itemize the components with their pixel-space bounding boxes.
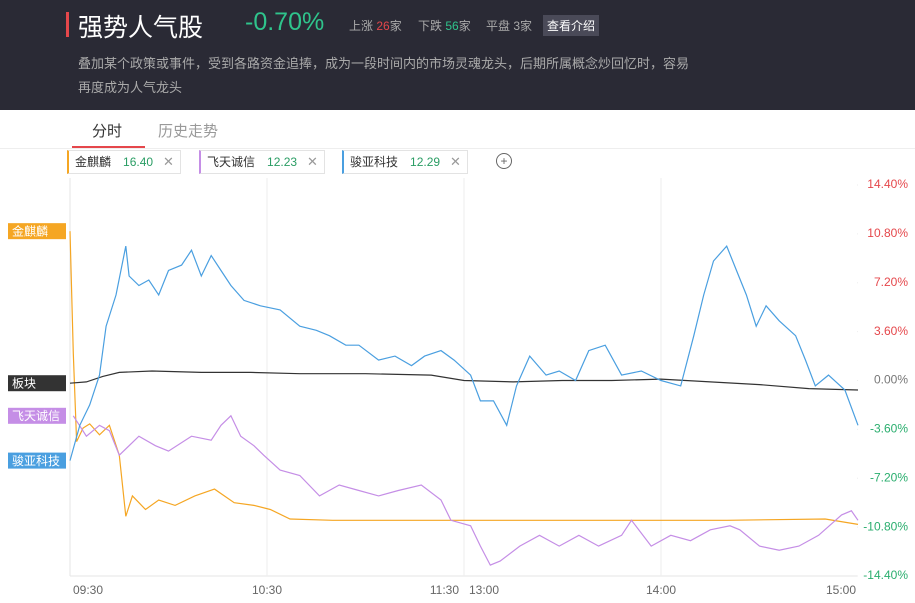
chip-name: 金麒麟 [75, 155, 112, 169]
stat-count: 26 [376, 19, 390, 33]
series-label-text: 板块 [12, 376, 36, 390]
series-label-text: 飞天诚信 [12, 409, 60, 423]
stat-label: 下跌 [418, 19, 443, 33]
legend-chip[interactable]: 飞天诚信 12.23 ✕ [199, 150, 325, 174]
tab-underline [72, 146, 145, 148]
stat-unit: 家 [458, 19, 471, 33]
close-icon[interactable]: ✕ [450, 154, 461, 169]
tab[interactable]: 历史走势 [158, 123, 219, 140]
series-label-box [8, 452, 66, 469]
header: 强势人气股 -0.70% 上涨 26家 下跌 56家 平盘 3家 查看介绍 叠加… [0, 0, 915, 110]
series-label: 飞天诚信 [8, 407, 66, 424]
series-line [72, 414, 859, 566]
series-line [69, 370, 859, 391]
y-tick-label: 3.60% [874, 324, 908, 338]
stat: 平盘 3家 [486, 17, 532, 34]
intro-button[interactable]: 查看介绍 [543, 15, 600, 36]
x-tick-label: 15:00 [826, 583, 856, 597]
chip-price: 12.29 [410, 155, 441, 169]
stat-label: 平盘 [486, 19, 511, 33]
close-icon[interactable]: ✕ [163, 154, 174, 169]
title: 强势人气股 [78, 14, 204, 42]
x-tick-label: 11:30 [430, 583, 459, 597]
y-tick-label: -7.20% [870, 470, 908, 484]
description: 叠加某个政策或事件，受到各路资金追捧，成为一段时间内的市场灵魂龙头，后期所属概念… [78, 56, 690, 95]
series-label: 板块 [8, 375, 66, 392]
change: -0.70% [245, 8, 325, 36]
stat-count: 56 [445, 19, 459, 33]
stat-unit: 家 [520, 19, 533, 33]
y-tick-label: 10.80% [867, 226, 908, 240]
add-button[interactable]: + [496, 153, 512, 169]
series-label-box [8, 223, 66, 240]
chip-price: 12.23 [267, 155, 298, 169]
x-tick-label: 14:00 [646, 583, 676, 597]
y-tick-label: -3.60% [870, 422, 908, 436]
legend-chip[interactable]: 金麒麟 16.40 ✕ [67, 150, 181, 174]
y-tick-label: 7.20% [874, 275, 908, 289]
y-tick-label: -10.80% [863, 519, 908, 533]
legend-chip[interactable]: 骏亚科技 12.29 ✕ [342, 150, 468, 174]
series-label-box [8, 407, 66, 424]
stat: 下跌 56家 [418, 17, 471, 34]
stat-label: 上涨 [349, 19, 374, 33]
series-line [69, 244, 859, 461]
y-tick-label: 0.00% [874, 373, 908, 387]
accent-bar [66, 12, 69, 37]
x-tick-label: 13:00 [469, 583, 499, 597]
series-label-text: 金麒麟 [12, 223, 48, 238]
chip-price: 16.40 [123, 155, 154, 169]
series-label: 骏亚科技 [8, 452, 66, 469]
stat-unit: 家 [389, 19, 402, 33]
tab[interactable]: 分时 [92, 123, 123, 140]
stat-count: 3 [513, 19, 521, 33]
series-line [69, 231, 859, 525]
x-tick-label: 09:30 [73, 583, 103, 597]
x-tick-label: 10:30 [252, 583, 282, 597]
series-label-box [8, 375, 66, 392]
stat: 上涨 26家 [349, 17, 402, 34]
y-tick-label: 14.40% [867, 177, 908, 191]
chip-name: 骏亚科技 [350, 155, 399, 169]
y-tick-label: -14.40% [863, 568, 908, 582]
chip-name: 飞天诚信 [207, 155, 256, 169]
divider [0, 148, 915, 149]
close-icon[interactable]: ✕ [307, 154, 318, 169]
series-label-text: 骏亚科技 [12, 454, 60, 468]
series-label: 金麒麟 [8, 223, 66, 240]
